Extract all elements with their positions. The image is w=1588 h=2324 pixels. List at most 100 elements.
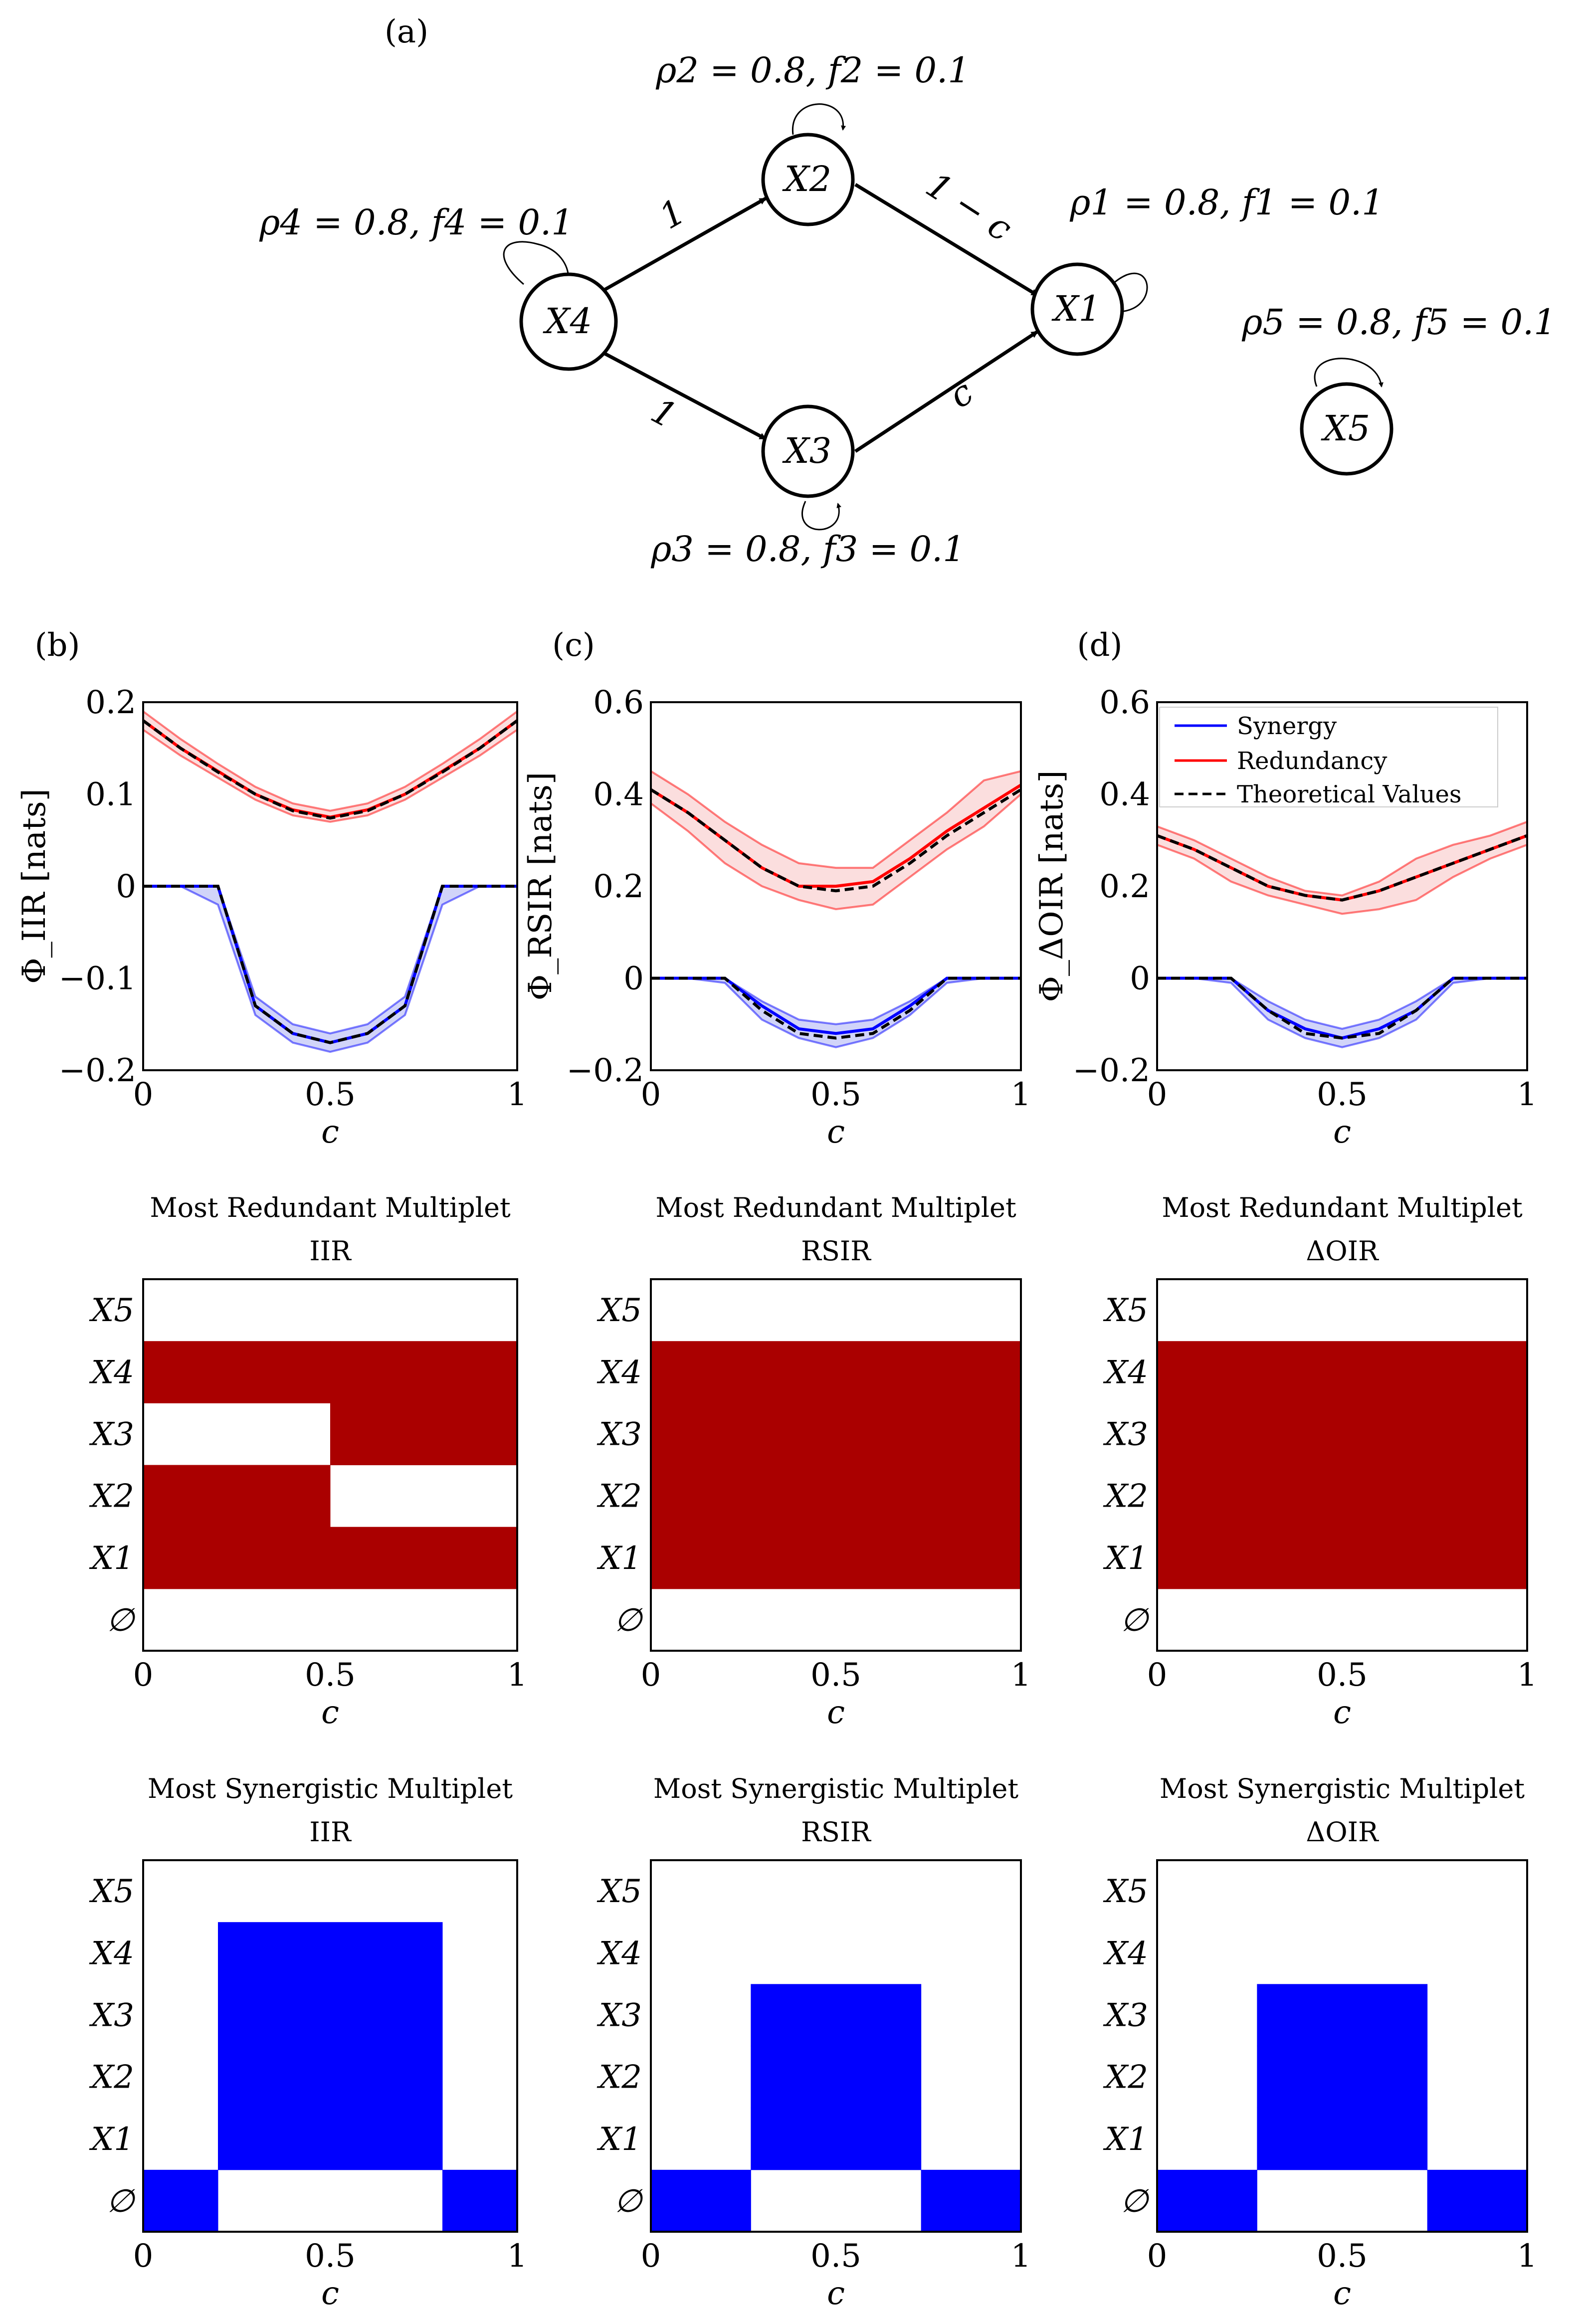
legend: Synergy Redundancy Theoretical Values — [1159, 707, 1498, 808]
row-label: X1 — [89, 1540, 134, 1577]
y-tick-label: 0.6 — [593, 684, 644, 721]
heatmap-frame — [650, 1859, 1022, 2233]
row-label: X2 — [1103, 1478, 1148, 1515]
row-label: X3 — [596, 1416, 642, 1453]
row-label: X4 — [89, 1935, 134, 1972]
redundant-multiplet-doir: Most Redundant Multiplet ΔOIR ∅ X1 X2 X3 X4 X5 0… — [1103, 1192, 1538, 1731]
y-tick-label: 0.6 — [1099, 684, 1150, 721]
heatmap-title: Most Redundant Multiplet — [1162, 1192, 1523, 1223]
x-tick-label: 1 — [1517, 2238, 1538, 2275]
theory-redundancy-line — [1156, 834, 1528, 902]
param-x5: ρ5 = 0.8, f5 = 0.1 — [1241, 302, 1556, 343]
theory-synergy-line — [143, 885, 517, 1044]
svg-text:X1: X1 — [1051, 288, 1101, 329]
heatmap-cell — [751, 2108, 922, 2170]
y-axis-label: Φ_RSIR [nats] — [522, 772, 559, 1000]
theory-synergy-line — [1157, 976, 1527, 1040]
y-tick-label: 0.4 — [1099, 776, 1150, 813]
param-x1: ρ1 = 0.8, f1 = 0.1 — [1069, 182, 1384, 223]
line-plot-rsir: (c)0.60.40.20−0.20 0.5 1cΦ_RSIR [nats] — [522, 627, 1031, 1151]
heatmap-frame — [1156, 1859, 1528, 2233]
row-label: X2 — [1103, 2059, 1148, 2096]
legend-theory: Theoretical Values — [1237, 780, 1462, 808]
y-tick-label: 0 — [1130, 961, 1150, 997]
heatmap-cell — [1157, 1465, 1528, 1528]
heatmap-cell — [143, 1341, 331, 1403]
row-label: X1 — [596, 2121, 642, 2158]
heatmap-subtitle: RSIR — [801, 1816, 871, 1848]
edge-x3-x1 — [854, 330, 1038, 453]
synergy-lower — [143, 885, 517, 1053]
svg-text:X4: X4 — [543, 301, 592, 342]
panel-label-a: (a) — [385, 13, 428, 50]
heatmap-title: Most Synergistic Multiplet — [148, 1773, 513, 1804]
row-label: X1 — [89, 2121, 134, 2158]
redundancy-lower — [1157, 844, 1528, 915]
y-tick-label: 0 — [623, 961, 644, 997]
x-tick-label: 1 — [1011, 1657, 1031, 1694]
x-axis-label: c — [321, 1114, 339, 1151]
row-label: ∅ — [1120, 1602, 1150, 1639]
y-tick-label: −0.2 — [1073, 1052, 1150, 1089]
row-label: X2 — [89, 1478, 134, 1515]
row-label: X4 — [1103, 1354, 1148, 1391]
heatmap-cell — [921, 2169, 1021, 2232]
x-axis-label: c — [827, 1114, 845, 1151]
row-label: ∅ — [106, 2183, 136, 2220]
x-tick-label: 0 — [133, 2238, 154, 2275]
redundancy-line — [142, 719, 518, 819]
row-label: X1 — [596, 1540, 642, 1577]
redundancy-upper — [142, 710, 518, 812]
row-label: X4 — [1103, 1935, 1148, 1972]
heatmap-cell — [651, 2169, 751, 2232]
x-tick-label: 1 — [507, 1657, 528, 1694]
x-tick-label: 0 — [1147, 1076, 1168, 1113]
synergy-lower — [651, 977, 1021, 1048]
x-tick-label: 0 — [641, 2238, 661, 2275]
row-label: ∅ — [614, 2183, 643, 2220]
heatmap-cell — [218, 2108, 443, 2170]
row-label: X5 — [1103, 1873, 1148, 1910]
y-tick-label: −0.1 — [59, 961, 136, 997]
heatmap-cell — [442, 2169, 518, 2232]
heatmap-cell — [651, 1465, 1021, 1528]
node-x2: X2 — [761, 133, 855, 226]
heatmap-cell — [751, 1984, 922, 2046]
y-tick-label: 0.4 — [593, 776, 644, 813]
heatmap-subtitle: IIR — [309, 1816, 352, 1848]
heatmap-title: Most Synergistic Multiplet — [1160, 1773, 1525, 1804]
legend-box — [1159, 707, 1498, 807]
heatmap-cell — [330, 1341, 518, 1403]
heatmap-frame — [1156, 1278, 1528, 1652]
row-label: X4 — [596, 1354, 642, 1391]
y-tick-label: −0.2 — [567, 1052, 644, 1089]
redundancy-lower — [650, 793, 1022, 911]
row-label: X4 — [596, 1935, 642, 1972]
row-label: X4 — [89, 1354, 134, 1391]
y-tick-label: 0.1 — [85, 776, 136, 813]
x-tick-label: 0 — [133, 1657, 154, 1694]
x-axis-label: c — [1333, 1114, 1351, 1151]
row-label: X5 — [596, 1292, 642, 1329]
axes-frame — [142, 701, 518, 1071]
row-label: X3 — [89, 1416, 134, 1453]
row-label: X1 — [1103, 1540, 1148, 1577]
panel-label: (d) — [1077, 627, 1123, 664]
x-axis-label: c — [1333, 2275, 1351, 2312]
row-label: X5 — [1103, 1292, 1148, 1329]
x-tick-label: 1 — [507, 2238, 528, 2275]
row-label: ∅ — [614, 1602, 643, 1639]
x-tick-label: 0.5 — [810, 1076, 861, 1113]
x-tick-label: 0.5 — [305, 1657, 356, 1694]
row-label: X2 — [596, 1478, 642, 1515]
x-axis-label: c — [827, 1694, 845, 1731]
y-tick-label: 0.2 — [85, 684, 136, 721]
node-x1: X1 — [1030, 262, 1124, 356]
heatmap-title: Most Redundant Multiplet — [150, 1192, 511, 1223]
line-plot-doir: (d)0.60.40.20−0.20 0.5 1cΦ_ΔOIR [nats] — [1033, 627, 1537, 1151]
heatmap-cell — [1257, 2046, 1428, 2109]
synergistic-multiplet-rsir: Most Synergistic Multiplet RSIR ∅ X1 X2 X3 X4 X… — [596, 1773, 1031, 2312]
x-tick-label: 0 — [1147, 1657, 1168, 1694]
axes-frame — [650, 701, 1022, 1071]
